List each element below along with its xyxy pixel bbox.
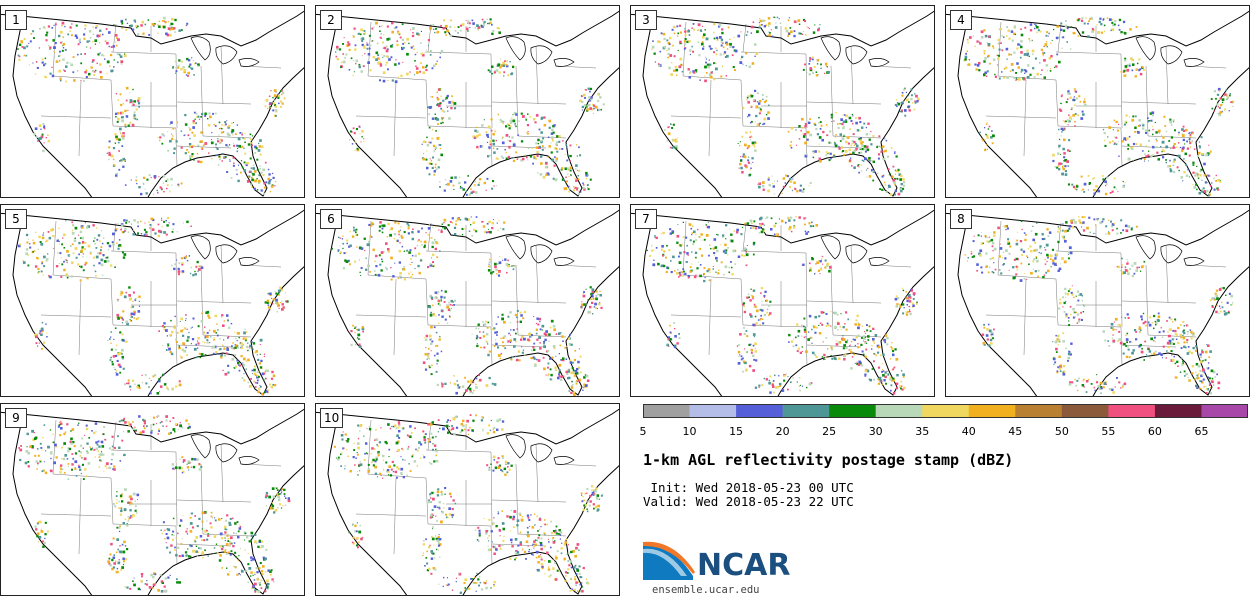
map-panel-8: 8 [945, 204, 1250, 397]
map-panel-2: 2 [315, 5, 620, 198]
colorbar-tick-label: 40 [961, 425, 976, 438]
map-panel-6: 6 [315, 204, 620, 397]
init-time: Init: Wed 2018-05-23 00 UTC [643, 480, 854, 495]
colorbar-segment [1015, 404, 1063, 418]
map-panel-3: 3 [630, 5, 935, 198]
colorbar-tick-label: 25 [822, 425, 837, 438]
panel-label: 8 [950, 209, 972, 229]
panel-label: 2 [320, 10, 342, 30]
reflectivity-map [631, 10, 934, 197]
map-panel-1: 1 [0, 5, 305, 198]
panel-label: 5 [5, 209, 27, 229]
colorbar-tick-label: 35 [915, 425, 930, 438]
map-panel-9: 9 [0, 403, 305, 596]
map-panel-10: 10 [315, 403, 620, 596]
reflectivity-map [631, 209, 934, 396]
colorbar-tick-label: 5 [639, 425, 647, 438]
panel-label: 9 [5, 408, 27, 428]
reflectivity-map [1, 209, 304, 396]
panel-label: 10 [320, 408, 344, 428]
reflectivity-map [1, 10, 304, 197]
colorbar-tick-label: 45 [1008, 425, 1023, 438]
colorbar-segment [1108, 404, 1156, 418]
panel-label: 7 [635, 209, 657, 229]
colorbar-tick-label: 50 [1054, 425, 1069, 438]
map-panel-7: 7 [630, 204, 935, 397]
colorbar-tick-label: 55 [1101, 425, 1116, 438]
colorbar-tick-label: 30 [868, 425, 883, 438]
reflectivity-map [316, 209, 619, 396]
valid-time: Valid: Wed 2018-05-23 22 UTC [643, 494, 854, 509]
colorbar-segment [689, 404, 737, 418]
colorbar-segment [875, 404, 923, 418]
panel-label: 4 [950, 10, 972, 30]
reflectivity-colorbar [643, 404, 1248, 418]
ncar-logo-icon [643, 541, 695, 580]
colorbar-segment [782, 404, 830, 418]
colorbar-segment [736, 404, 783, 418]
colorbar-segment [1061, 404, 1109, 418]
colorbar-segment [1201, 404, 1248, 418]
colorbar-segment [1154, 404, 1202, 418]
panel-label: 1 [5, 10, 27, 30]
reflectivity-map [316, 408, 619, 595]
colorbar-tick-label: 65 [1194, 425, 1209, 438]
map-panel-5: 5 [0, 204, 305, 397]
reflectivity-map [946, 10, 1249, 197]
reflectivity-map [946, 209, 1249, 396]
map-panel-4: 4 [945, 5, 1250, 198]
logo-url: ensemble.ucar.edu [652, 584, 760, 596]
colorbar-segment [968, 404, 1016, 418]
colorbar-tick-label: 15 [729, 425, 744, 438]
panel-label: 6 [320, 209, 342, 229]
panel-label: 3 [635, 10, 657, 30]
ncar-logo-text: NCAR [697, 548, 791, 583]
colorbar-segment [829, 404, 876, 418]
reflectivity-map [316, 10, 619, 197]
colorbar-tick-label: 60 [1147, 425, 1162, 438]
reflectivity-map [1, 408, 304, 595]
colorbar-segment [643, 404, 690, 418]
colorbar-tick-label: 10 [682, 425, 697, 438]
colorbar-segment [922, 404, 970, 418]
colorbar-tick-label: 20 [775, 425, 790, 438]
figure-title: 1-km AGL reflectivity postage stamp (dBZ… [643, 451, 1014, 469]
